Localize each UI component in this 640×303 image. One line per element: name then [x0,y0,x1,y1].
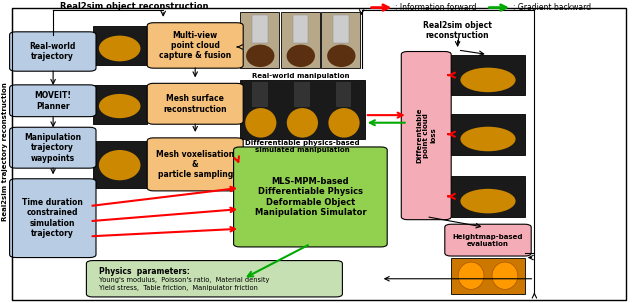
Ellipse shape [327,45,356,67]
FancyBboxPatch shape [10,127,96,168]
FancyBboxPatch shape [451,55,525,95]
FancyBboxPatch shape [253,82,268,107]
FancyBboxPatch shape [240,12,279,68]
Text: Real-world
trajectory: Real-world trajectory [29,42,76,61]
FancyBboxPatch shape [292,15,308,43]
FancyBboxPatch shape [451,114,525,155]
FancyBboxPatch shape [240,80,365,139]
Text: Real2sim object reconstruction: Real2sim object reconstruction [60,2,209,11]
Text: Heightmap-based
evaluation: Heightmap-based evaluation [452,234,524,247]
FancyBboxPatch shape [252,15,268,43]
FancyBboxPatch shape [147,83,243,124]
FancyBboxPatch shape [10,32,96,71]
Ellipse shape [460,189,516,213]
Ellipse shape [246,45,275,67]
FancyBboxPatch shape [401,52,451,220]
Text: : Information forward: : Information forward [395,3,476,12]
Ellipse shape [460,68,516,92]
Ellipse shape [99,36,141,61]
Text: Mesh surface
reconstruction: Mesh surface reconstruction [163,94,227,114]
FancyBboxPatch shape [93,26,147,65]
Text: Time duration
constrained
simulation
trajectory: Time duration constrained simulation tra… [22,198,83,238]
FancyBboxPatch shape [294,82,310,107]
FancyBboxPatch shape [147,138,243,191]
FancyBboxPatch shape [147,23,243,68]
Text: Real2sim trajectory reconstruction: Real2sim trajectory reconstruction [2,82,8,221]
Ellipse shape [328,108,360,138]
FancyBboxPatch shape [451,176,525,217]
Text: Manipulation
trajectory
waypoints: Manipulation trajectory waypoints [24,133,81,163]
Text: Physics  parameters:: Physics parameters: [99,267,190,276]
FancyBboxPatch shape [86,261,342,297]
Ellipse shape [99,150,141,180]
Text: Yield stress,  Table friction,  Manipulator friction: Yield stress, Table friction, Manipulato… [99,285,258,291]
FancyBboxPatch shape [10,179,96,258]
Text: MLS-MPM-based
Differentiable Physics
Deformable Object
Manipulation Simulator: MLS-MPM-based Differentiable Physics Def… [255,177,366,217]
FancyBboxPatch shape [280,12,320,68]
Ellipse shape [460,127,516,151]
FancyBboxPatch shape [445,224,531,256]
Text: Differentiable physics-based
simulated manipulation: Differentiable physics-based simulated m… [245,141,360,153]
Ellipse shape [99,94,141,118]
Ellipse shape [245,108,276,138]
FancyBboxPatch shape [10,85,96,117]
FancyBboxPatch shape [335,82,351,107]
Text: Mesh voxelisation
&
particle sampling: Mesh voxelisation & particle sampling [156,150,234,179]
FancyBboxPatch shape [333,15,349,43]
Text: MOVEIT!
Planner: MOVEIT! Planner [35,91,71,111]
Ellipse shape [458,262,484,289]
FancyBboxPatch shape [93,85,147,124]
Ellipse shape [287,45,315,67]
FancyBboxPatch shape [93,141,147,188]
Ellipse shape [492,262,518,289]
Text: Multi-view
point cloud
capture & fusion: Multi-view point cloud capture & fusion [159,31,231,60]
FancyBboxPatch shape [451,258,525,294]
Text: : Gradient backward: : Gradient backward [513,3,591,12]
Text: Differentiable
point cloud
loss: Differentiable point cloud loss [416,108,436,163]
Text: Real-world manipulation: Real-world manipulation [252,73,349,79]
Text: Real2sim object
reconstruction: Real2sim object reconstruction [423,21,492,40]
FancyBboxPatch shape [321,12,360,68]
Text: Young's modulus,  Poisson's ratio,  Material density: Young's modulus, Poisson's ratio, Materi… [99,277,269,283]
Ellipse shape [287,108,318,138]
FancyBboxPatch shape [234,147,387,247]
